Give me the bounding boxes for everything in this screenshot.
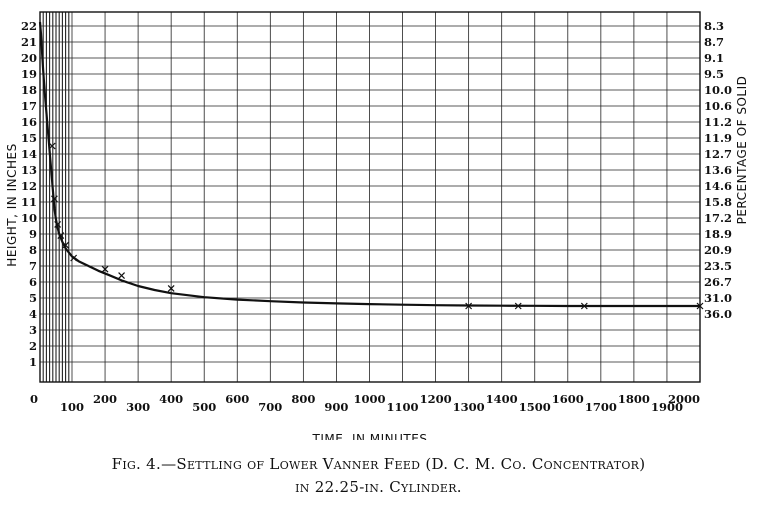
x-tick-label: 0: [30, 392, 38, 406]
y2-tick-label: 20.9: [704, 243, 732, 257]
y-tick-label: 18: [21, 83, 37, 97]
y-tick-label: 7: [29, 259, 37, 273]
y2-tick-labels: 8.3 8.7 9.1 9.5 10.0 10.6 11.2 11.9 12.7 13.6 14.6…: [704, 19, 732, 321]
y-tick-label: 17: [21, 99, 37, 113]
data-markers: [48, 142, 704, 310]
y2-tick-label: 23.5: [704, 259, 732, 273]
x-tick-label: 1200: [420, 392, 452, 406]
y-tick-label: 22: [21, 19, 37, 33]
y2-tick-label: 8.7: [704, 35, 724, 49]
x-tick-label: 700: [258, 400, 282, 414]
plot-frame: [39, 11, 701, 383]
y-tick-label: 10: [21, 211, 37, 225]
y-tick-label: 20: [21, 51, 37, 65]
data-point-marker: [57, 232, 65, 240]
settling-curve-line: [38, 21, 700, 308]
y-axis-title: HEIGHT, IN INCHES: [5, 143, 19, 266]
y-tick-label: 13: [21, 163, 37, 177]
y2-tick-label: 10.6: [704, 99, 732, 113]
y-tick-label: 8: [29, 243, 37, 257]
y-tick-label: 3: [29, 323, 37, 337]
grid: [40, 12, 700, 382]
settling-chart: 0100200300400500600700800900100011001200…: [5, 11, 749, 440]
y2-tick-label: 12.7: [704, 147, 732, 161]
x-tick-label: 2000: [668, 392, 700, 406]
y-tick-label: 14: [21, 147, 37, 161]
y-tick-label: 11: [21, 195, 37, 209]
x-tick-label: 1000: [353, 392, 385, 406]
x-tick-label: 900: [324, 400, 348, 414]
y2-tick-label: 14.6: [704, 179, 732, 193]
x-tick-label: 1900: [651, 400, 683, 414]
x-tick-label: 1600: [552, 392, 584, 406]
x-tick-label: 600: [225, 392, 249, 406]
y-tick-label: 1: [29, 355, 37, 369]
x-tick-label: 200: [93, 392, 117, 406]
data-point-marker: [514, 302, 522, 310]
y2-tick-label: 31.0: [704, 291, 732, 305]
x-tick-label: 1300: [453, 400, 485, 414]
y2-tick-label: 9.1: [704, 51, 724, 65]
y-tick-label: 5: [29, 291, 37, 305]
data-point-marker: [118, 272, 126, 280]
y2-tick-label: 8.3: [704, 19, 724, 33]
y-tick-label: 21: [21, 35, 37, 49]
settling-curve: [38, 21, 700, 308]
x-axis-title: TIME, IN MINUTES: [312, 432, 428, 440]
y-tick-label: 15: [21, 131, 37, 145]
x-tick-label: 1100: [387, 400, 419, 414]
data-point-marker: [70, 254, 78, 262]
data-point-marker: [101, 265, 109, 273]
x-tick-label: 1700: [585, 400, 617, 414]
data-point-marker: [696, 302, 704, 310]
y-tick-label: 9: [29, 227, 37, 241]
data-point-marker: [465, 302, 473, 310]
figure-caption-line-1: Fig. 4.—Settling of Lower Vanner Feed (D…: [111, 455, 646, 473]
x-tick-label: 1400: [486, 392, 518, 406]
y2-tick-label: 9.5: [704, 67, 724, 81]
y2-tick-label: 15.8: [704, 195, 732, 209]
plot-border: [39, 11, 701, 383]
data-point-marker: [580, 302, 588, 310]
y2-tick-label: 10.0: [704, 83, 732, 97]
data-point-marker: [48, 142, 56, 150]
y2-tick-label: 17.2: [704, 211, 732, 225]
data-point-marker: [50, 195, 58, 203]
y-tick-label: 6: [29, 275, 37, 289]
x-tick-labels: 0 100 200 300 400 500 600 700 800 900 100011001200…: [30, 392, 700, 414]
y2-tick-label: 26.7: [704, 275, 732, 289]
y-tick-label: 19: [21, 67, 37, 81]
data-point-marker: [54, 220, 62, 228]
data-point-marker: [167, 284, 175, 292]
y-tick-label: 12: [21, 179, 37, 193]
y2-tick-label: 11.2: [704, 115, 732, 129]
x-tick-label: 800: [291, 392, 315, 406]
x-tick-label: 1800: [618, 392, 650, 406]
y-tick-label: 16: [21, 115, 37, 129]
y2-tick-label: 36.0: [704, 307, 732, 321]
x-tick-label: 1500: [519, 400, 551, 414]
x-tick-label: 100: [60, 400, 84, 414]
y-tick-label: 4: [29, 307, 37, 321]
y2-tick-label: 18.9: [704, 227, 732, 241]
y-tick-label: 2: [29, 339, 37, 353]
y2-tick-label: 13.6: [704, 163, 732, 177]
x-tick-label: 300: [126, 400, 150, 414]
y2-tick-label: 11.9: [704, 131, 732, 145]
x-tick-label: 500: [192, 400, 216, 414]
data-point-marker: [62, 241, 70, 249]
y2-axis-title: PERCENTAGE OF SOLID: [735, 76, 749, 225]
figure-caption-line-2: in 22.25-in. Cylinder.: [295, 478, 462, 496]
x-tick-label: 400: [159, 392, 183, 406]
